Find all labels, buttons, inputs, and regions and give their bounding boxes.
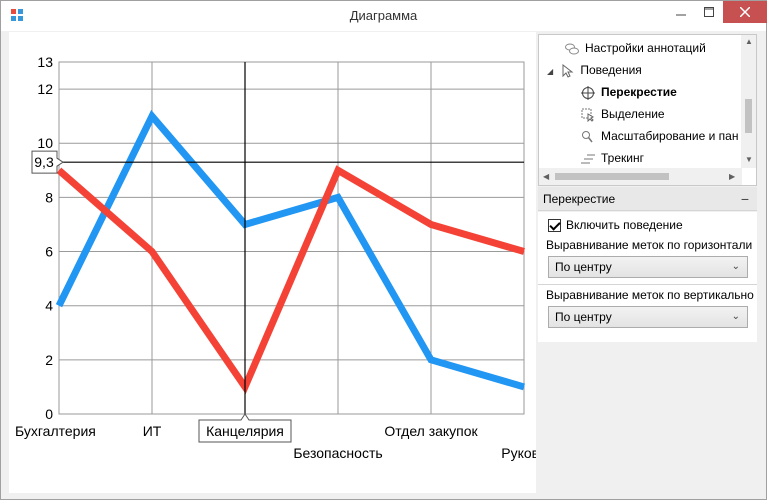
divider [538,284,757,285]
enable-behavior-label: Включить поведение [566,218,683,232]
tree-item-label: Трекинг [601,151,644,165]
series-point [151,115,153,117]
vertical-align-select[interactable]: По центру ⌄ [548,306,748,328]
minimize-button[interactable] [667,1,695,23]
scroll-left-arrow-icon[interactable]: ◀ [543,172,550,181]
series-line-0 [55,109,525,391]
tree-vertical-scrollbar[interactable]: ▲ ▼ [741,35,756,168]
y-tick-label: 12 [37,81,53,97]
y-tick-label: 0 [45,406,53,422]
series-line-1 [56,165,525,395]
series-point [430,359,432,361]
crosshair-section-header[interactable]: Перекрестие − [538,187,757,211]
enable-behavior-checkbox[interactable] [548,219,561,233]
close-button[interactable] [723,1,767,23]
title-bar: Диаграмма [1,1,767,31]
y-tick-label: 10 [37,135,53,151]
selection-icon [581,108,595,122]
x-tick-label: Отдел закупок [384,423,478,439]
collapse-icon[interactable]: − [740,191,749,207]
series-point [523,386,525,388]
expand-arrow-icon[interactable]: ◢ [547,67,554,76]
app-icon [11,9,24,22]
series-point [337,169,339,171]
y-tick-label: 6 [45,244,53,260]
y-tick-label: 13 [37,54,53,70]
horizontal-align-value: По центру [555,260,612,274]
tree-horizontal-scrollbar[interactable]: ◀ ▶ [539,168,742,185]
x-tick-label: ИТ [143,423,162,439]
series-point [337,196,339,198]
tree-item-label: Выделение [601,107,665,121]
series-point [58,169,60,171]
series-point [58,305,60,307]
y-tick-label: 8 [45,189,53,205]
chevron-down-icon: ⌄ [731,261,740,272]
scroll-down-arrow-icon[interactable]: ▼ [745,155,753,164]
chart-area[interactable]: 0 2 4 6 8 10 12 13 Бухгалтерия ИТ Канцелярия Безопа… [9,32,547,493]
settings-panel: Настройки аннотаций ◢ Поведения Перекрес… [538,32,760,493]
scroll-thumb[interactable] [745,99,752,133]
scroll-up-arrow-icon[interactable]: ▲ [745,37,753,46]
enable-behavior-row[interactable]: Включить поведение [548,216,683,234]
x-tick-label: Безопасность [293,445,382,461]
tree-item-zoom-pan[interactable]: Масштабирование и пан [581,125,738,147]
tree-item-behaviors[interactable]: ◢ Поведения [547,59,642,81]
close-icon [740,7,750,17]
crosshair-x-label-text: Канцелярия [206,423,284,439]
crosshair-icon [581,85,595,100]
horizontal-align-label: Выравнивание меток по горизонтали [546,238,753,252]
crosshair-y-label: 9,3 [31,150,64,174]
tree-item-crosshair[interactable]: Перекрестие [581,81,677,103]
minimize-icon [676,14,686,16]
tree-item-label: Масштабирование и пан [601,129,739,143]
line-chart[interactable]: 0 2 4 6 8 10 12 13 Бухгалтерия ИТ Канцелярия Безопа… [9,32,547,493]
crosshair-x-label: Канцелярия [198,413,292,443]
crosshair-y-label-text: 9,3 [34,154,54,170]
y-tick-label: 2 [45,352,53,368]
maximize-button[interactable] [695,1,723,23]
tree-item-label: Перекрестие [601,85,677,99]
tree-item-label: Настройки аннотаций [585,41,706,55]
tracking-icon [581,154,595,164]
y-tick-label: 4 [45,298,53,314]
series-point [523,251,525,253]
tree-item-selection[interactable]: Выделение [581,103,665,125]
maximize-icon [704,7,714,17]
crosshair-x-label-box [198,413,292,443]
cursor-icon [562,63,574,78]
scroll-thumb[interactable] [555,173,669,180]
plot-frame [58,61,525,415]
vertical-align-value: По центру [555,310,612,324]
horizontal-align-select[interactable]: По центру ⌄ [548,256,748,278]
annotation-bubbles-icon [565,43,579,55]
x-tick-label: Бухгалтерия [15,423,96,439]
tree-item-annotation-settings[interactable]: Настройки аннотаций [565,37,706,59]
x-tick-label: Руково [501,445,536,461]
behavior-tree[interactable]: Настройки аннотаций ◢ Поведения Перекрес… [538,34,757,186]
series-point [430,223,432,225]
section-title: Перекрестие [543,192,616,206]
vertical-align-label: Выравнивание меток по вертикально [546,288,754,302]
tree-item-label: Поведения [580,63,642,77]
property-grid: Включить поведение Выравнивание меток по… [538,212,757,342]
zoom-icon [582,130,593,143]
crosshair-y-label-box [31,150,64,174]
tree-item-tracking[interactable]: Трекинг [581,147,644,169]
scroll-right-arrow-icon[interactable]: ▶ [729,172,736,181]
chevron-down-icon: ⌄ [731,311,740,322]
series-point [151,251,153,253]
window-title: Диаграмма [349,8,418,23]
